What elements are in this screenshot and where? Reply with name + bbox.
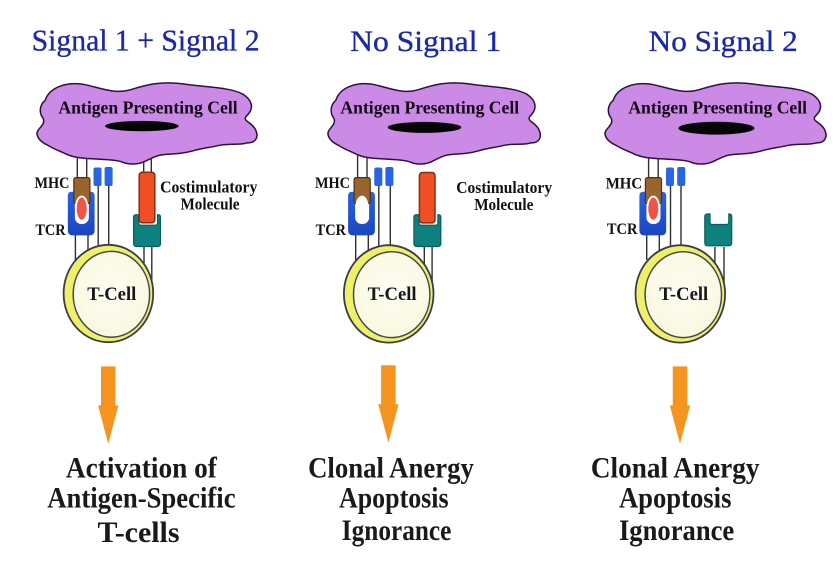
svg-text:T-Cell: T-Cell [659, 284, 708, 305]
svg-text:TCR: TCR [316, 222, 347, 239]
svg-text:Ignorance: Ignorance [342, 514, 452, 547]
svg-text:T-cells: T-cells [98, 516, 180, 549]
svg-text:Antigen-Specific: Antigen-Specific [47, 482, 235, 515]
svg-text:Ignorance: Ignorance [619, 514, 734, 547]
svg-text:Molecule: Molecule [180, 195, 239, 214]
svg-text:Antigen Presenting Cell: Antigen Presenting Cell [628, 98, 807, 118]
svg-text:TCR: TCR [35, 222, 66, 239]
svg-text:Activation of: Activation of [66, 452, 218, 485]
svg-text:No Signal 2: No Signal 2 [649, 26, 798, 58]
svg-text:TCR: TCR [607, 221, 638, 238]
svg-text:Clonal Anergy: Clonal Anergy [308, 452, 474, 485]
svg-text:Signal 1 + Signal 2: Signal 1 + Signal 2 [32, 23, 260, 58]
svg-text:Molecule: Molecule [474, 195, 533, 214]
svg-text:Antigen Presenting Cell: Antigen Presenting Cell [340, 98, 519, 118]
svg-text:MHC: MHC [606, 176, 642, 193]
svg-text:T-Cell: T-Cell [368, 284, 417, 305]
svg-text:Costimulatory: Costimulatory [160, 178, 258, 197]
svg-text:Clonal Anergy: Clonal Anergy [591, 452, 760, 485]
svg-text:Apoptosis: Apoptosis [619, 482, 732, 515]
svg-text:Antigen Presenting Cell: Antigen Presenting Cell [58, 98, 237, 118]
svg-text:No Signal 1: No Signal 1 [350, 26, 501, 58]
svg-text:T-Cell: T-Cell [87, 284, 136, 305]
svg-text:MHC: MHC [315, 175, 350, 192]
svg-text:MHC: MHC [35, 175, 70, 192]
svg-text:Apoptosis: Apoptosis [339, 482, 449, 515]
svg-text:Costimulatory: Costimulatory [456, 178, 552, 197]
